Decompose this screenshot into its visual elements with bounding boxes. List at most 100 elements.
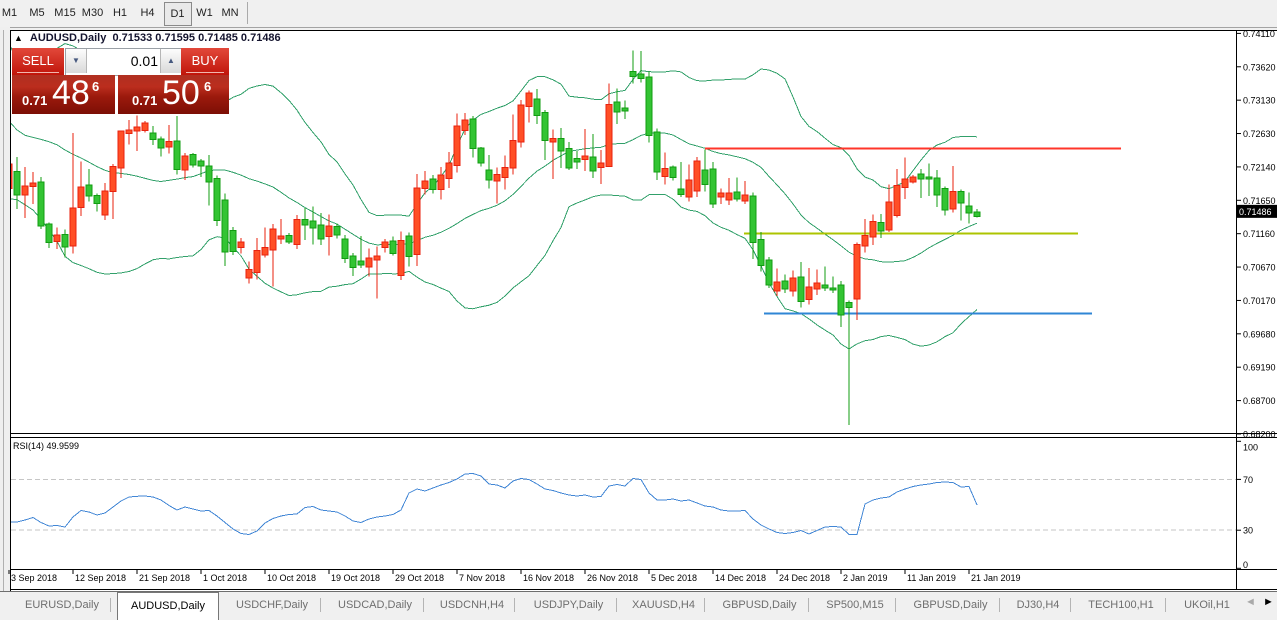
- timeframe-button-d1[interactable]: D1: [163, 2, 192, 26]
- candle-25: [205, 165, 213, 183]
- timeframe-button-w1[interactable]: W1: [196, 7, 213, 19]
- candle-63: [509, 139, 517, 169]
- candle-67: [541, 111, 549, 141]
- time-axis-label: 14 Dec 2018: [715, 573, 766, 583]
- volume-increase-button[interactable]: ▲: [160, 49, 181, 73]
- candle-61: [493, 174, 501, 182]
- candle-33: [269, 228, 277, 251]
- candle-49: [397, 240, 405, 277]
- tabs-scroll-left-button[interactable]: ◄: [1245, 596, 1256, 608]
- chart-tab-dj30-h4[interactable]: DJ30,H4: [1016, 599, 1060, 611]
- chart-tab-usdcad-daily[interactable]: USDCAD,Daily: [338, 599, 412, 611]
- candle-43: [349, 255, 357, 269]
- collapse-triangle-icon[interactable]: ▲: [14, 33, 23, 43]
- candle-100: [805, 286, 813, 301]
- candle-82: [661, 167, 669, 177]
- chart-tab-usdchf-daily[interactable]: USDCHF,Daily: [235, 599, 309, 611]
- candle-109: [877, 221, 885, 232]
- toolbar-separator: [247, 2, 248, 24]
- candle-113: [909, 176, 917, 183]
- chart-tab-usdcnh-h4[interactable]: USDCNH,H4: [439, 599, 505, 611]
- candle-32: [261, 247, 269, 256]
- timeframe-button-mn[interactable]: MN: [221, 7, 239, 19]
- current-price-label: 0.71486: [1239, 207, 1272, 217]
- chart-tab-ukoil-h1[interactable]: UKOil,H1: [1184, 599, 1230, 611]
- chart-tab-usdjpy-daily[interactable]: USDJPY,Daily: [533, 599, 604, 611]
- candle-31: [253, 249, 261, 274]
- symbol-period-label: AUDUSD,Daily: [29, 32, 107, 44]
- candle-118: [949, 190, 957, 210]
- time-axis-label: 21 Sep 2018: [139, 573, 190, 583]
- candle-54: [437, 174, 445, 191]
- time-axis-label: 5 Dec 2018: [651, 573, 697, 583]
- tabs-scroll-right-button[interactable]: ►: [1263, 596, 1274, 608]
- chart-tab-gbpusd-daily[interactable]: GBPUSD,Daily: [913, 599, 988, 611]
- price-axis-label: 0.71160: [1243, 229, 1275, 239]
- candle-88: [709, 168, 717, 205]
- buy-underline: [186, 72, 224, 73]
- price-axis-label: 0.68200: [1243, 429, 1276, 439]
- candle-81: [653, 131, 661, 173]
- candle-27: [221, 199, 229, 253]
- candle-19: [157, 138, 165, 149]
- candle-8: [69, 207, 77, 247]
- candles-layer: [11, 50, 981, 425]
- candle-117: [941, 188, 949, 211]
- candle-15: [125, 129, 133, 135]
- volume-input[interactable]: 0.01: [130, 53, 158, 69]
- price-axis-label: 0.73620: [1243, 62, 1276, 72]
- price-axis-label: 0.72140: [1243, 162, 1276, 172]
- chart-tab-eurusd-daily[interactable]: EURUSD,Daily: [25, 599, 99, 611]
- buy-price-display[interactable]: 0.71 50 6: [118, 74, 229, 114]
- candle-69: [557, 138, 565, 152]
- candle-95: [765, 259, 773, 286]
- candle-44: [357, 260, 365, 266]
- candle-60: [485, 169, 493, 181]
- candle-99: [797, 276, 805, 302]
- candle-17: [141, 122, 149, 132]
- timeframe-button-m1[interactable]: M1: [1, 7, 18, 19]
- chart-tab-xauusd-h4[interactable]: XAUUSD,H4: [632, 599, 695, 611]
- chart-tab-audusd-daily[interactable]: AUDUSD,Daily: [117, 592, 219, 620]
- chart-window: [10, 30, 1277, 591]
- time-axis-label: 26 Nov 2018: [587, 573, 638, 583]
- candle-68: [549, 138, 557, 143]
- buy-button[interactable]: BUY: [181, 48, 229, 75]
- candle-107: [861, 235, 869, 247]
- candle-116: [933, 177, 941, 196]
- candle-119: [957, 190, 965, 204]
- volume-decrease-button[interactable]: ▼: [66, 49, 87, 73]
- timeframe-button-h4[interactable]: H4: [140, 7, 155, 19]
- candle-71: [573, 158, 581, 163]
- sell-price-display[interactable]: 0.71 48 6: [12, 74, 115, 114]
- sell-button[interactable]: SELL: [12, 48, 64, 75]
- chart-tab-sp500-m15[interactable]: SP500,M15: [826, 599, 884, 611]
- rsi-axis-label: 30: [1243, 526, 1253, 536]
- candle-18: [149, 132, 157, 140]
- candle-9: [77, 186, 85, 208]
- candle-83: [669, 166, 677, 179]
- candle-84: [677, 188, 685, 195]
- candle-85: [685, 179, 693, 198]
- timeframe-button-h1[interactable]: H1: [112, 7, 128, 19]
- rsi-axis-label: 0: [1243, 560, 1248, 570]
- candle-45: [365, 257, 373, 268]
- bollinger-middle-band: [11, 122, 978, 263]
- timeframe-button-m30[interactable]: M30: [81, 7, 104, 19]
- one-click-trading-panel: SELL ▼ 0.01 ▲ BUY 0.71 48 6 0.71 50 6: [12, 48, 229, 114]
- time-axis-label: 21 Jan 2019: [971, 573, 1021, 583]
- ohlc-quote-label: 0.71533 0.71595 0.71485 0.71486: [112, 32, 281, 44]
- time-axis-label: 19 Oct 2018: [331, 573, 380, 583]
- timeframe-button-m15[interactable]: M15: [54, 7, 76, 19]
- timeframe-button-m5[interactable]: M5: [29, 7, 45, 19]
- candle-6: [53, 234, 61, 242]
- rsi-axis-label: 100: [1243, 443, 1258, 453]
- chart-tab-tech100-h1[interactable]: TECH100,H1: [1088, 599, 1154, 611]
- chart-tab-gbpusd-daily[interactable]: GBPUSD,Daily: [722, 599, 797, 611]
- candle-120: [965, 205, 973, 214]
- candle-24: [197, 160, 205, 167]
- price-axis-label: 0.69190: [1243, 363, 1276, 373]
- candle-73: [589, 156, 597, 172]
- candle-106: [853, 244, 861, 300]
